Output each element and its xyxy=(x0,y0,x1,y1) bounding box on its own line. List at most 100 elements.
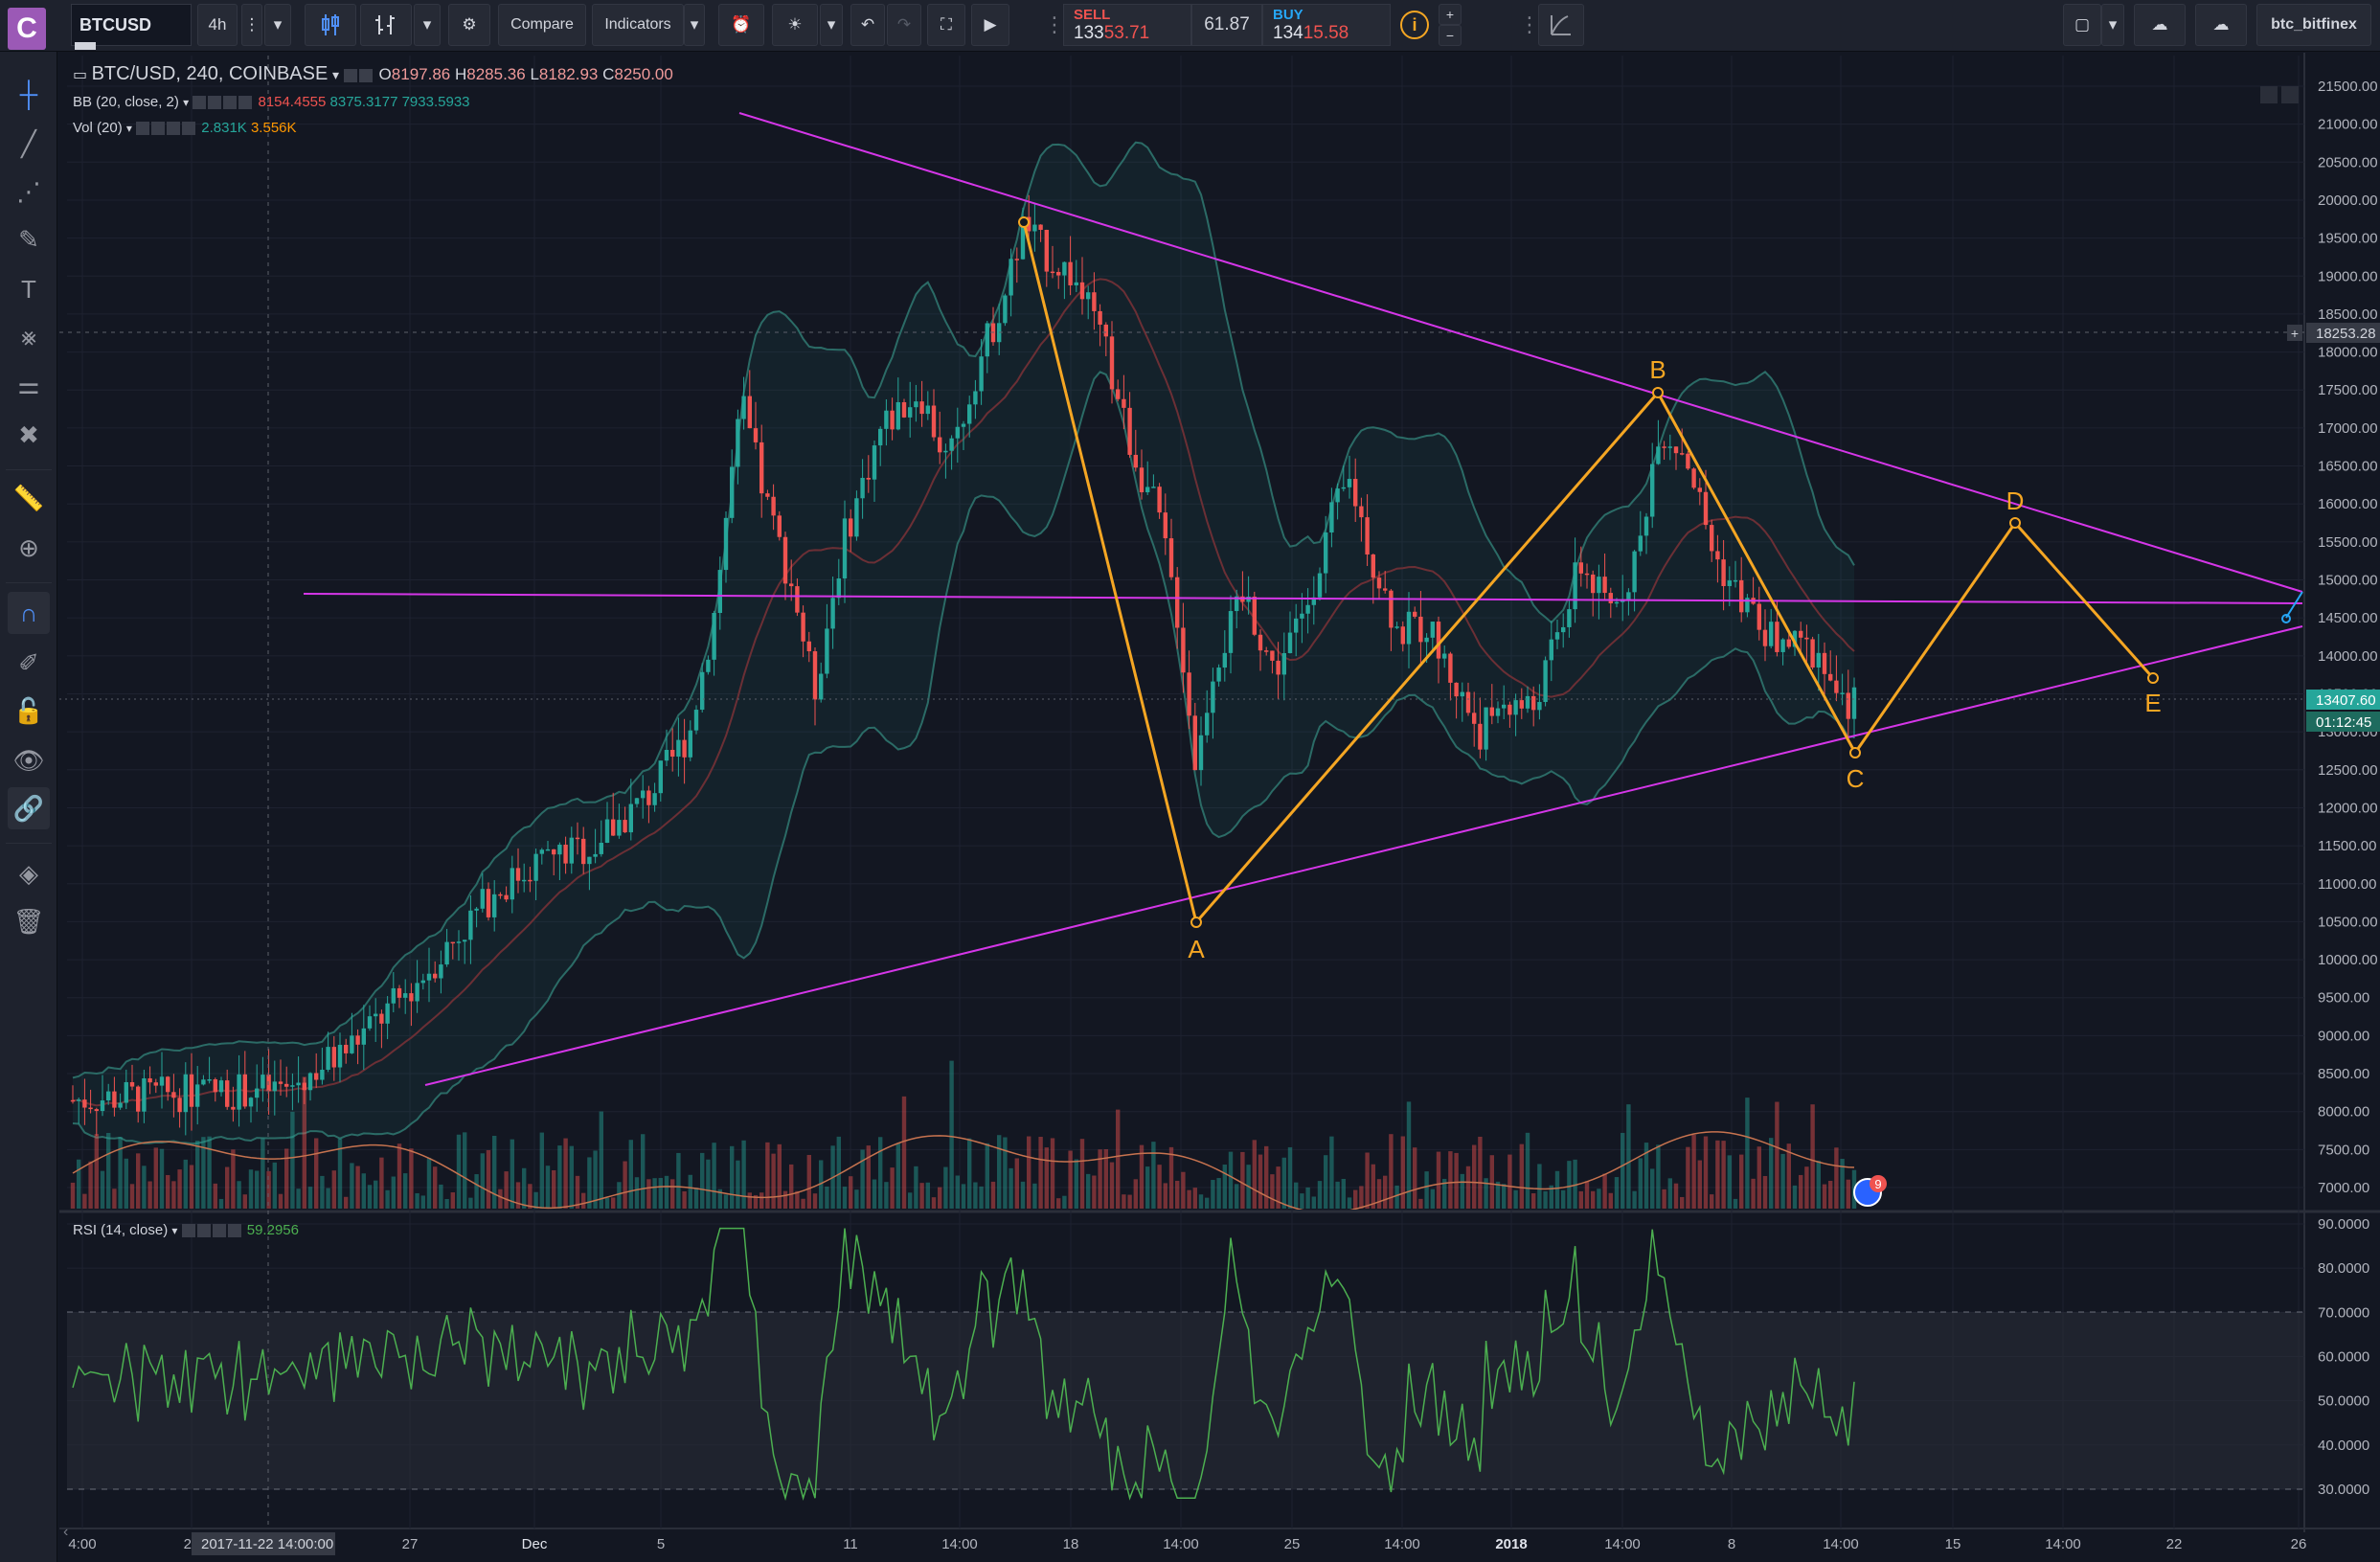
bollinger-lower[interactable] xyxy=(72,371,1855,1145)
buy-button[interactable]: BUY 13415.58 xyxy=(1262,4,1391,46)
interval-dropdown-icon[interactable]: ▾ xyxy=(264,4,291,46)
settings-icon[interactable] xyxy=(358,68,373,82)
rsi-add-icon[interactable] xyxy=(212,1224,226,1238)
trash-icon[interactable]: 🗑 xyxy=(12,906,45,936)
remove-drawings-icon[interactable]: ✖ xyxy=(18,419,39,449)
pattern-point[interactable] xyxy=(1018,216,1030,228)
link-icon[interactable]: 🔗 xyxy=(8,787,50,829)
sell-button[interactable]: SELL 13353.71 xyxy=(1063,4,1191,46)
price-axis[interactable]: 21500.00 21000.00 20500.00 20000.00 19500.00… xyxy=(2318,79,2378,1196)
rsi-remove-icon[interactable] xyxy=(227,1224,241,1238)
zoom-minus-icon[interactable]: − xyxy=(1439,25,1462,46)
layout-dropdown-icon[interactable]: ▾ xyxy=(2101,4,2124,46)
candles-icon[interactable] xyxy=(305,4,356,46)
layout-square-icon[interactable]: ▢ xyxy=(2063,4,2101,46)
bb-label[interactable]: BB (20, close, 2) xyxy=(73,94,179,110)
title-dropdown-icon[interactable]: ▾ xyxy=(332,67,340,82)
indicators-button[interactable]: Indicators xyxy=(592,4,684,46)
vol-label[interactable]: Vol (20) xyxy=(73,120,123,136)
measure-icon[interactable] xyxy=(1538,4,1584,46)
symbol-title[interactable]: BTC/USD, 240, COINBASE xyxy=(91,63,329,84)
indicators-dropdown-icon[interactable]: ▾ xyxy=(684,4,705,46)
trading-info-icon[interactable]: i xyxy=(1400,4,1435,46)
text-icon[interactable]: T xyxy=(21,274,36,304)
bollinger-upper[interactable] xyxy=(72,141,1855,1079)
lock-icon[interactable]: 🔓 xyxy=(12,695,45,725)
chart-style-dropdown-icon[interactable]: ▾ xyxy=(414,4,441,46)
vol-dropdown-icon[interactable]: ▾ xyxy=(125,122,132,135)
vol-add-icon[interactable] xyxy=(167,122,181,136)
scale-auto-icon[interactable] xyxy=(2281,86,2299,103)
fullscreen-icon[interactable]: ⛶ xyxy=(927,4,965,46)
drawing-handle[interactable] xyxy=(2285,591,2303,619)
rsi-settings-icon[interactable] xyxy=(196,1224,211,1238)
bb-add-icon[interactable] xyxy=(223,96,238,110)
volume-bar xyxy=(1786,1143,1791,1209)
zoom-in-icon[interactable]: ⊕ xyxy=(18,532,39,562)
triangle-lower-line[interactable] xyxy=(424,625,2303,1086)
vol-remove-icon[interactable] xyxy=(182,122,196,136)
alert-clock-icon[interactable]: ⏰ xyxy=(718,4,764,46)
trend-line-icon[interactable]: ╱ xyxy=(21,128,36,158)
crosshair-icon[interactable]: ┼ xyxy=(19,79,38,108)
pitchfork-icon[interactable]: ⋰ xyxy=(16,176,41,206)
compare-button[interactable]: Compare xyxy=(498,4,586,46)
scale-lock-icon[interactable] xyxy=(2260,86,2278,103)
event-count-badge[interactable] xyxy=(1870,1175,1887,1192)
abcde-pattern[interactable] xyxy=(1022,221,2155,926)
redo-icon[interactable]: ↷ xyxy=(887,4,921,46)
collapse-icon[interactable]: ▭ xyxy=(73,67,92,83)
price-axis-label: 14000.00 xyxy=(2318,648,2378,665)
cloud-load-icon[interactable]: ☁ xyxy=(2134,4,2186,46)
pattern-point[interactable] xyxy=(2147,672,2159,684)
rsi-axis[interactable]: 90.0000 80.0000 70.0000 60.0000 50.0000 40.00… xyxy=(2318,1216,2369,1498)
rsi-line[interactable] xyxy=(72,1227,1855,1502)
brush-icon[interactable]: ✎ xyxy=(18,224,39,254)
magnet-icon[interactable]: ∩ xyxy=(8,592,50,634)
replay-play-icon[interactable]: ▶ xyxy=(971,4,1009,46)
rsi-dropdown-icon[interactable]: ▾ xyxy=(171,1224,178,1237)
drawing-handle[interactable] xyxy=(2281,614,2291,623)
eye-icon[interactable]: 👁 xyxy=(12,745,45,775)
interval-button[interactable]: 4h xyxy=(197,4,238,46)
rsi-hide-icon[interactable] xyxy=(181,1224,195,1238)
chart-style-icon[interactable] xyxy=(360,4,412,46)
undo-icon[interactable]: ↶ xyxy=(850,4,885,46)
bb-settings-icon[interactable] xyxy=(208,96,222,110)
stay-drawing-icon[interactable]: ✐ xyxy=(18,647,39,677)
time-axis[interactable]: 4:002027Dec51114:001814:002514:00201814:… xyxy=(68,1536,2306,1552)
hide-icon[interactable] xyxy=(343,68,357,82)
pattern-point[interactable] xyxy=(1849,747,1861,758)
ideas-bulb-icon[interactable]: ☀ xyxy=(772,4,818,46)
add-plus-icon[interactable]: + xyxy=(2291,326,2299,341)
scroll-left-icon[interactable]: ‹ xyxy=(63,1524,68,1540)
settings-gear-icon[interactable]: ⚙ xyxy=(448,4,490,46)
account-button[interactable]: btc_bitfinex xyxy=(2256,4,2371,46)
triangle-drawing[interactable] xyxy=(303,112,2303,1086)
rsi-label[interactable]: RSI (14, close) xyxy=(73,1222,169,1238)
pattern-icon[interactable]: ⨳ xyxy=(20,322,37,351)
layers-icon[interactable]: ◈ xyxy=(19,858,38,888)
pattern-point[interactable] xyxy=(2009,517,2021,529)
volume-bar xyxy=(1240,1151,1245,1209)
ruler-icon[interactable]: 📏 xyxy=(12,483,45,512)
app-logo[interactable]: C xyxy=(8,8,46,50)
pattern-point[interactable] xyxy=(1652,387,1664,398)
add-plus-icon[interactable] xyxy=(2287,325,2302,341)
ideas-dropdown-icon[interactable]: ▾ xyxy=(820,4,843,46)
zoom-plus-icon[interactable]: + xyxy=(1439,4,1462,25)
triangle-upper-line[interactable] xyxy=(738,112,2303,593)
prediction-icon[interactable]: ⚌ xyxy=(17,370,40,399)
pattern-point[interactable] xyxy=(1190,917,1202,928)
symbol-search-input[interactable]: BTCUSD xyxy=(71,4,192,46)
bb-hide-icon[interactable] xyxy=(193,96,207,110)
vol-hide-icon[interactable] xyxy=(136,122,150,136)
bb-remove-icon[interactable] xyxy=(238,96,253,110)
pane-handle-icon[interactable] xyxy=(75,42,96,50)
bb-dropdown-icon[interactable]: ▾ xyxy=(183,96,190,109)
more-icon[interactable]: ⋮ xyxy=(241,4,262,46)
horizontal-line[interactable] xyxy=(303,593,2303,604)
vol-settings-icon[interactable] xyxy=(151,122,166,136)
cloud-save-icon[interactable]: ☁ xyxy=(2195,4,2247,46)
